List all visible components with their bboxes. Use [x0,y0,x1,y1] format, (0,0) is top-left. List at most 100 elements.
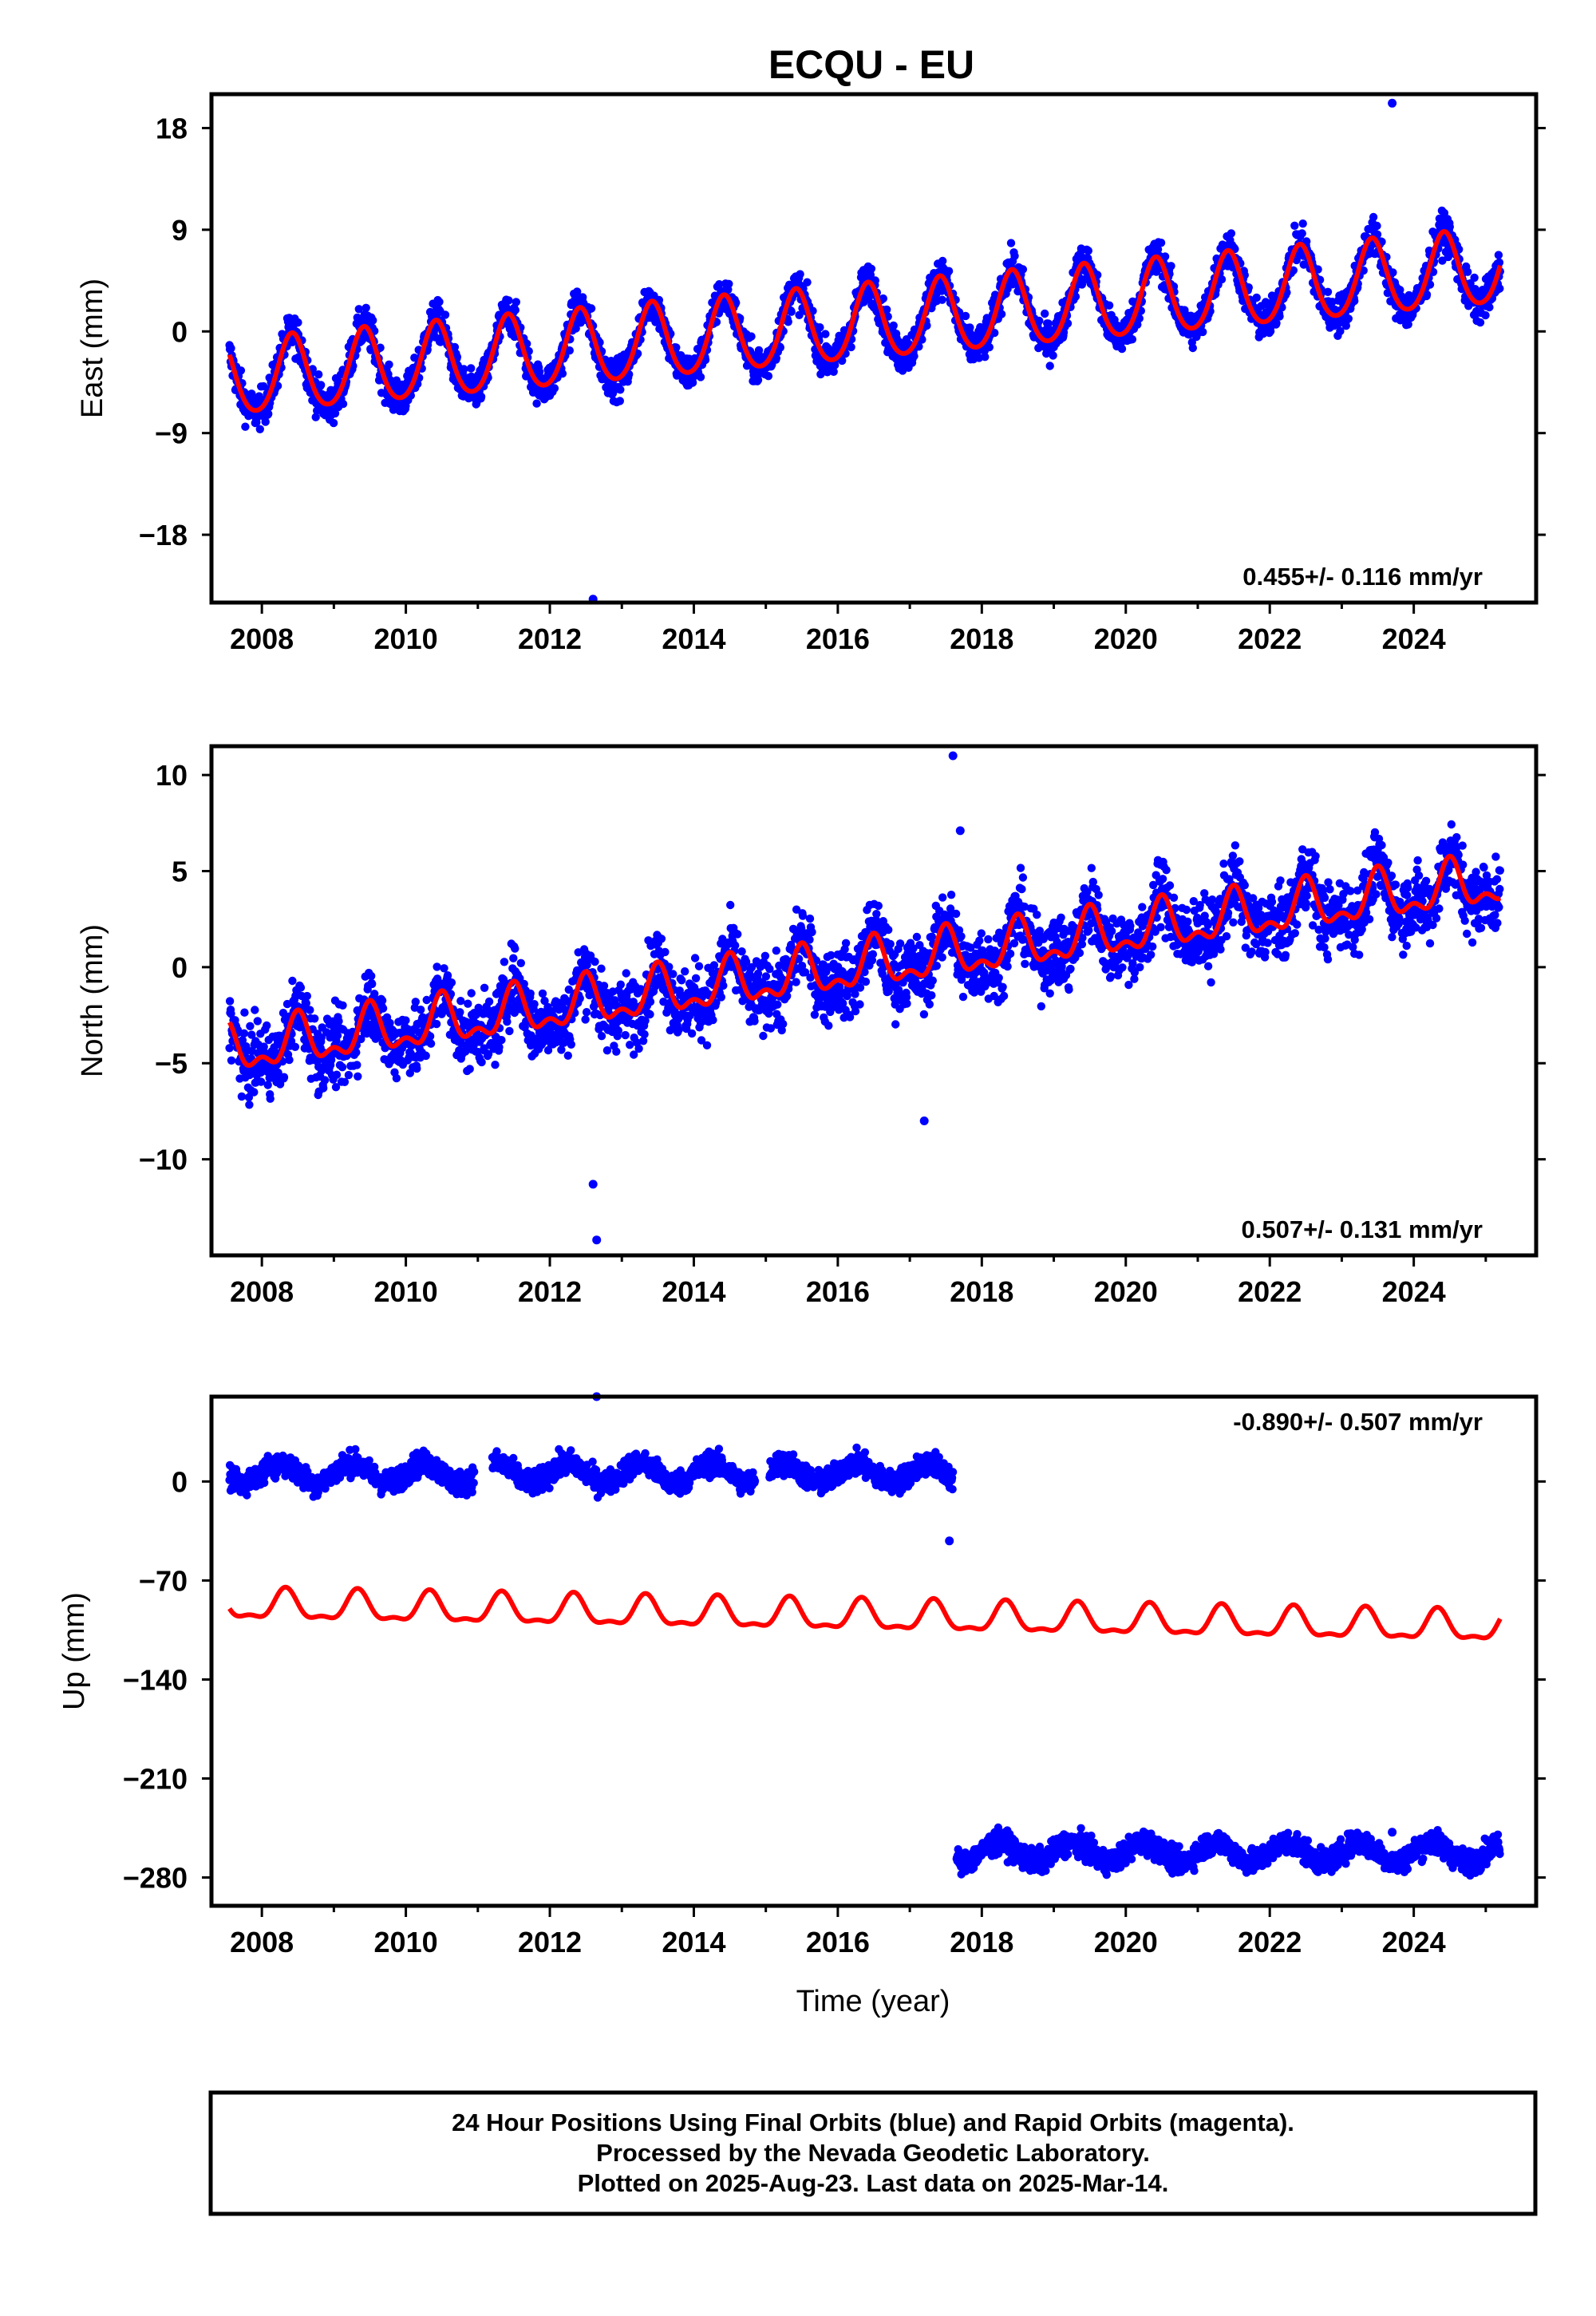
observed-point [787,307,796,316]
observed-point [250,1088,259,1097]
y-tick-label: −9 [155,417,188,450]
observed-point [750,1017,759,1026]
observed-point [266,1094,275,1103]
observed-point [1035,316,1044,326]
observed-point [944,267,954,275]
observed-point [273,381,282,390]
observed-point [288,976,297,986]
observed-point [1341,322,1351,330]
observed-point [616,980,625,989]
observed-point [511,944,519,953]
observed-point [616,385,625,394]
observed-point [443,971,452,980]
observed-point [225,1044,234,1053]
observed-point [1298,219,1307,228]
observed-point [426,1039,436,1048]
observed-point [868,950,878,958]
observed-point [1010,251,1019,260]
observed-point [1464,267,1472,276]
observed-point [512,298,520,306]
observed-point [296,983,306,992]
observed-point [354,305,363,314]
observed-point [1167,262,1175,271]
observed-point [432,1019,441,1029]
observed-point [581,1015,590,1024]
outlier-point [1388,98,1397,108]
observed-point [690,954,700,962]
observed-point [1298,229,1306,238]
observed-point [1252,293,1261,302]
observed-point [329,418,338,428]
y-tick-label: 18 [156,112,188,144]
observed-point [798,911,808,920]
observed-point [460,365,468,373]
observed-point [447,978,456,987]
observed-point [563,1051,572,1060]
observed-point [368,979,377,989]
observed-point [294,318,302,327]
observed-point [1104,301,1114,310]
observed-point [225,997,235,1006]
observed-point [626,1041,634,1049]
observed-point [477,1057,486,1067]
observed-point [338,399,348,409]
observed-point [1344,314,1353,323]
observed-point [861,977,871,986]
observed-point [320,1076,330,1085]
observed-point [1323,287,1333,296]
observed-point [872,910,881,919]
observed-point [227,1056,236,1065]
y-tick-label: 9 [172,214,188,247]
observed-point [725,279,733,288]
observed-point [702,1041,712,1050]
observed-point [532,399,541,408]
observed-point [582,1008,591,1017]
observed-point [1128,335,1137,344]
observed-point [761,972,771,981]
observed-point [634,1044,643,1053]
observed-point [435,298,444,306]
observed-point [1188,343,1198,353]
observed-point [352,1048,361,1057]
observed-point [504,296,513,305]
observed-point [236,366,246,375]
observed-point [495,1042,504,1052]
observed-point [253,1017,262,1026]
observed-point [841,939,851,948]
observed-point [511,306,519,314]
observed-point [353,1061,361,1069]
observed-point [1049,351,1057,360]
observed-point [867,264,876,273]
observed-point [456,1008,464,1017]
observed-point [317,381,326,389]
observed-point [290,1042,300,1052]
observed-point [709,1015,717,1025]
observed-point [550,384,559,393]
observed-point [526,989,535,998]
observed-point [241,422,250,431]
observed-point [615,397,624,405]
observed-point [1494,251,1503,259]
x-tick-label: 2018 [950,622,1013,655]
observed-point [558,369,567,378]
observed-point [251,1006,259,1014]
observed-point [306,1006,314,1014]
observed-point [503,1018,512,1026]
observed-point [421,1051,430,1061]
observed-point [440,310,450,319]
observed-point [1373,221,1381,231]
observed-point [1217,275,1227,284]
observed-point [805,914,815,923]
observed-point [1369,212,1378,222]
observed-point [263,1021,271,1030]
observed-point [1476,318,1485,327]
x-tick-label: 2020 [1094,622,1158,655]
observed-point [452,353,462,362]
observed-point [851,1006,860,1016]
observed-point [587,304,596,313]
observed-point [361,303,370,312]
observed-point [480,983,489,993]
x-tick-label: 2016 [806,622,870,655]
observed-point [717,993,725,1002]
observed-point [847,342,855,352]
